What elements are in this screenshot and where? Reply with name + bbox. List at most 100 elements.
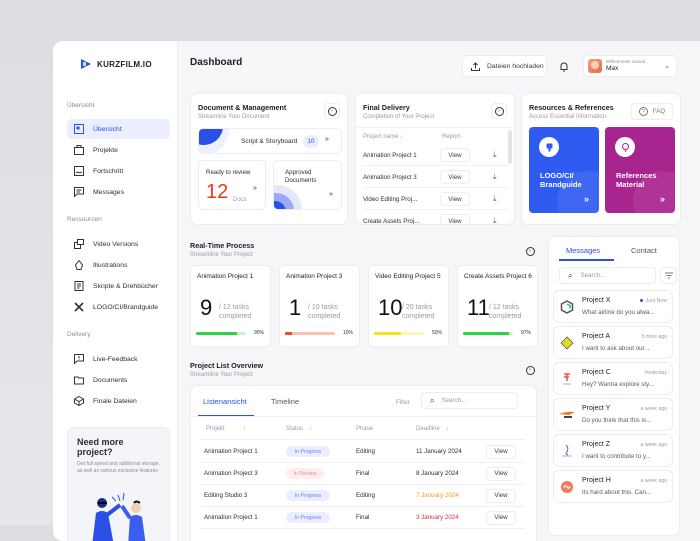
message-search-input[interactable]: ⌕ Search... — [559, 267, 656, 284]
script-storyboard-row[interactable]: Script & Storyboard 10 » — [198, 128, 342, 154]
view-button[interactable]: View — [440, 214, 470, 224]
lightbulb-icon — [615, 137, 635, 157]
sidebar-item-illustrations[interactable]: Illustrations — [67, 255, 170, 275]
column-header-project[interactable]: Project name ↓ — [363, 134, 404, 140]
open-doc-management-button[interactable]: › — [324, 103, 340, 119]
filter-label[interactable]: Filter — [396, 399, 410, 406]
project-h-logo-icon — [559, 479, 575, 495]
divider — [356, 127, 514, 128]
open-project-list-button[interactable]: › — [522, 362, 538, 378]
process-card[interactable]: Animation Project 3 1 / 10 tasks complete… — [279, 265, 360, 347]
sidebar-item-messages[interactable]: Messages — [67, 182, 170, 202]
tasks-unit: completed — [308, 312, 341, 320]
message-item[interactable]: Project C Yesterday Hey? Wanna explore s… — [553, 362, 673, 395]
tasks-total: / 12 tasks — [489, 304, 519, 311]
project-name: Animation Project 1 — [363, 151, 417, 159]
view-button[interactable]: View — [486, 488, 516, 503]
bell-icon[interactable] — [558, 60, 570, 72]
process-card[interactable]: Animation Project 1 9 / 12 tasks complete… — [190, 265, 271, 347]
view-button[interactable]: View — [486, 466, 516, 481]
sidebar-item-skripte[interactable]: Skripte & Drehbücher — [67, 276, 170, 296]
tile-label: References Material — [616, 171, 657, 189]
open-realtime-button[interactable]: › — [522, 243, 538, 259]
process-card[interactable]: Video Editing Project 5 10 / 20 tasks com… — [368, 265, 449, 347]
sidebar-item-video-versions[interactable]: Video Versions — [67, 234, 170, 254]
sidebar-item-projekte[interactable]: Projekte — [67, 140, 170, 160]
phase: Final — [356, 470, 370, 477]
message-preview: I want to ask about our... — [582, 345, 650, 352]
sidebar-item-brandguide[interactable]: LOGO/CI/Brandguide — [67, 297, 170, 317]
sidebar-item-live-feedback[interactable]: Live-Feedback — [67, 349, 170, 369]
scrollbar[interactable] — [508, 130, 512, 164]
arrow-right-circle-icon: › — [525, 365, 535, 375]
table-row: Editing Studio 3 In Progress Editing 7 J… — [201, 485, 524, 507]
phase: Editing — [356, 448, 375, 455]
tab-timeline[interactable]: Timeline — [271, 397, 300, 406]
sidebar-item-finale-dateien[interactable]: Finale Dateien — [67, 391, 170, 411]
card-subtitle: Streamline Your Document — [198, 114, 270, 120]
sidebar-item-label: Übersicht — [93, 125, 122, 133]
progress-percent: 97% — [520, 330, 531, 336]
brand-name: KURZFILM.IO — [97, 59, 152, 69]
message-sender: Project Y — [582, 405, 611, 412]
column-header-report: Report — [442, 134, 461, 140]
project-x-logo-icon — [559, 299, 575, 315]
tasks-total: / 12 tasks — [219, 304, 249, 311]
view-button[interactable]: View — [440, 148, 470, 162]
view-button[interactable]: View — [486, 444, 516, 459]
message-item[interactable]: Project Y a week ago Do you think that t… — [553, 398, 673, 431]
brand-logo[interactable]: KURZFILM.IO — [80, 58, 152, 70]
tasks-total: / 10 tasks — [308, 304, 338, 311]
project-name: Animation Project 1 — [204, 514, 258, 521]
column-header-deadline[interactable]: Deadline ↓ — [416, 426, 449, 432]
view-button[interactable]: View — [440, 170, 470, 184]
count-badge: 10 — [303, 135, 319, 148]
download-icon[interactable]: ⤓ — [493, 216, 497, 225]
view-button[interactable]: View — [440, 192, 470, 206]
message-item[interactable]: Project H a week ago Its hard about this… — [553, 470, 673, 503]
faq-button[interactable]: ? FAQ — [631, 103, 673, 120]
card-subtitle: Completion of Your Project — [363, 114, 435, 120]
user-menu[interactable]: Willkommen zurück, Max ⌄ — [583, 55, 677, 77]
sidebar-item-documents[interactable]: Documents — [67, 370, 170, 390]
message-item[interactable]: Project Z a week ago I want to contribut… — [553, 434, 673, 467]
message-item[interactable]: Project X Just Now What airline do you a… — [553, 290, 673, 323]
download-icon[interactable]: ⤓ — [493, 150, 497, 159]
tasks-done: 11 — [467, 295, 490, 320]
section-label-delivery: Delivery — [67, 331, 91, 338]
tab-contact[interactable]: Contact — [631, 246, 657, 255]
message-time: a week ago — [640, 478, 667, 484]
search-placeholder: Search... — [441, 397, 467, 404]
brandguide-tile[interactable]: LOGO/CI/ Brandguide » — [529, 127, 599, 213]
upgrade-promo-card[interactable]: Need more project? Get full speed and ad… — [67, 427, 170, 541]
project-search-input[interactable]: ⌕ Search... — [421, 392, 518, 409]
download-icon[interactable]: ⤓ — [493, 172, 497, 181]
ready-to-review-card[interactable]: Ready to review 12 Docs » — [198, 160, 266, 210]
open-final-delivery-button[interactable]: › — [491, 103, 507, 119]
process-card[interactable]: Create Assets Project 6 11 / 12 tasks com… — [457, 265, 538, 347]
sidebar-item-fortschritt[interactable]: Fortschritt — [67, 161, 170, 181]
tasks-total: / 20 tasks — [402, 304, 432, 311]
sidebar-item-label: Skripte & Drehbücher — [93, 282, 158, 290]
promo-title: Need more project? — [77, 437, 124, 457]
video-versions-icon — [74, 239, 84, 249]
message-item[interactable]: Project A 5 mins ago I want to ask about… — [553, 326, 673, 359]
avatar — [588, 59, 602, 73]
download-icon[interactable]: ⤓ — [493, 194, 497, 203]
sidebar-item-uebersicht[interactable]: Übersicht — [67, 119, 170, 139]
message-time: 5 mins ago — [641, 334, 667, 340]
sidebar-item-label: Finale Dateien — [93, 397, 137, 405]
upload-files-button[interactable]: Dateien hochladen — [462, 55, 547, 77]
sidebar-item-label: Documents — [93, 376, 128, 384]
tab-messages[interactable]: Messages — [566, 246, 601, 255]
tab-listenansicht[interactable]: Listenansicht — [203, 397, 247, 406]
references-material-tile[interactable]: References Material » — [605, 127, 675, 213]
filter-button[interactable] — [660, 267, 677, 284]
view-button[interactable]: View — [486, 510, 516, 525]
column-header-status[interactable]: Status ↓ — [286, 426, 313, 432]
message-preview: Do you think that this is... — [582, 417, 652, 424]
search-placeholder: Search... — [580, 272, 606, 279]
column-header-project[interactable]: Projekt ↓ — [206, 426, 246, 432]
message-sender: Project C — [582, 369, 611, 376]
approved-documents-card[interactable]: Approved Documents » — [273, 160, 342, 210]
